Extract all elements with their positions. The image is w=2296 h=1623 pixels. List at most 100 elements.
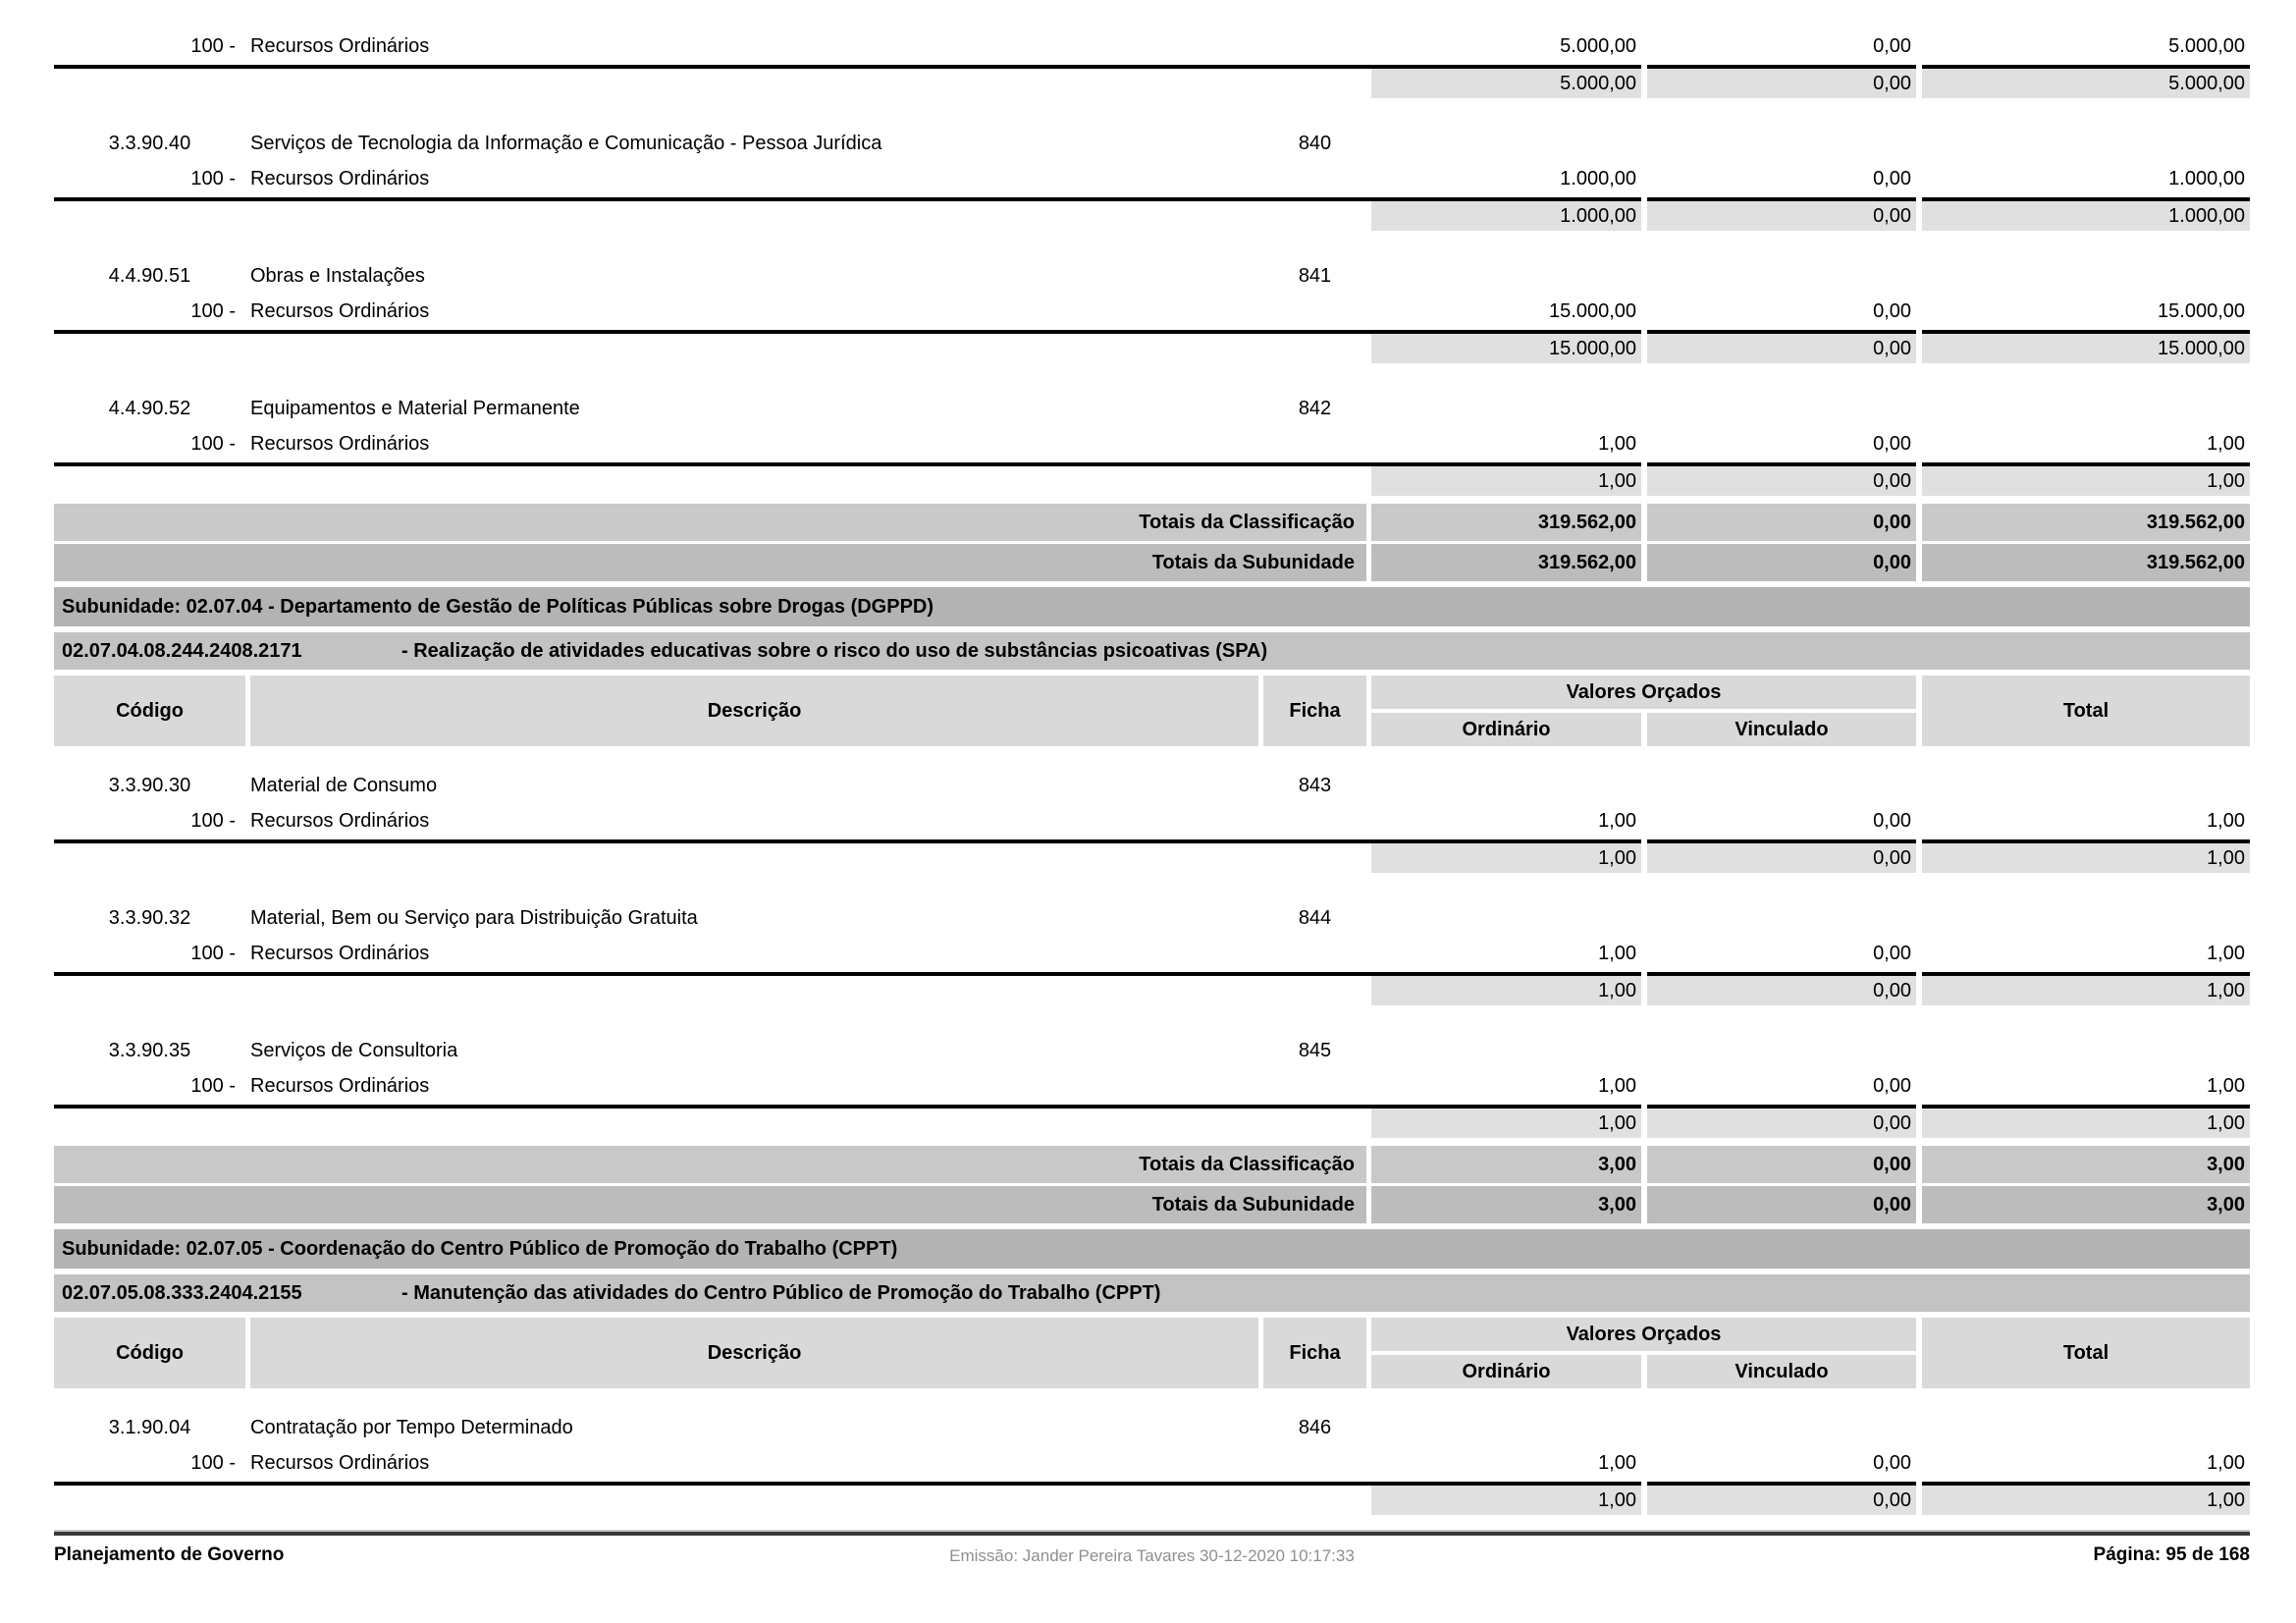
totals-label: Totais da Subunidade — [54, 1186, 1366, 1223]
resource-code: 100 - — [190, 167, 236, 189]
subtotal-ordinario: 1,00 — [1371, 972, 1641, 1005]
footer-emission-info: Emissão: Jander Pereira Tavares 30-12-20… — [949, 1546, 1355, 1565]
totals-total: 3,00 — [1922, 1146, 2250, 1183]
classification-row: 3.3.90.30 Material de Consumo 843 — [54, 748, 2250, 802]
subtotal-row: 1,00 0,00 1,00 — [54, 839, 2250, 873]
totals-ordinario: 3,00 — [1371, 1186, 1641, 1223]
subtotal-left-rule — [54, 1482, 1371, 1515]
subtotal-left-rule — [54, 972, 1371, 1005]
action-code: 02.07.04.08.244.2408.2171 — [62, 639, 302, 662]
resource-code: 100 - — [190, 299, 236, 322]
resource-row: 100 - Recursos Ordinários 1,00 0,00 1,00 — [54, 935, 2250, 972]
subtotal-ordinario: 1.000,00 — [1371, 197, 1641, 231]
value-vinculado: 0,00 — [1873, 299, 1911, 322]
action-title: - Manutenção das atividades do Centro Pú… — [401, 1281, 1161, 1304]
totals-classificacao-row: Totais da Classificação 319.562,00 0,00 319… — [54, 504, 2250, 541]
column-header-ordinario: Ordinário — [1371, 713, 1641, 746]
footer-page-number: Página: 95 de 168 — [2093, 1544, 2250, 1565]
ficha-number: 841 — [1298, 265, 1332, 287]
value-vinculado: 0,00 — [1873, 809, 1911, 832]
value-total: 15.000,00 — [2158, 299, 2245, 322]
ficha-number: 846 — [1298, 1417, 1332, 1438]
subtotal-vinculado: 0,00 — [1647, 65, 1916, 98]
resource-code: 100 - — [190, 942, 236, 964]
classification-description: Obras e Instalações — [250, 265, 425, 287]
value-total: 1,00 — [2207, 809, 2245, 832]
totals-ordinario: 3,00 — [1371, 1146, 1641, 1183]
totals-label: Totais da Subunidade — [54, 544, 1366, 581]
column-header-total: Total — [1922, 676, 2250, 746]
subtotal-ordinario: 1,00 — [1371, 839, 1641, 873]
ficha-number: 844 — [1298, 907, 1332, 929]
subtotal-left-rule — [54, 839, 1371, 873]
classification-description: Equipamentos e Material Permanente — [250, 398, 580, 419]
subtotal-ordinario: 1,00 — [1371, 1105, 1641, 1138]
value-total: 1,00 — [2207, 1074, 2245, 1097]
subunidade-header: Subunidade: 02.07.05 - Coordenação do Ce… — [54, 1229, 2250, 1269]
value-total: 1.000,00 — [2168, 167, 2245, 189]
ficha-number: 845 — [1298, 1040, 1332, 1061]
totals-label: Totais da Classificação — [54, 504, 1366, 541]
subtotal-total: 1,00 — [1922, 972, 2250, 1005]
classification-row: 3.3.90.40 Serviços de Tecnologia da Infor… — [54, 106, 2250, 160]
table-column-header: Código Descrição Ficha Valores Orçados Ordin… — [54, 676, 2250, 746]
value-ordinario: 1,00 — [1598, 1074, 1636, 1097]
resource-code: 100 - — [190, 34, 236, 57]
resource-code: 100 - — [190, 809, 236, 832]
footer-system-name: Planejamento de Governo — [54, 1544, 285, 1565]
value-vinculado: 0,00 — [1873, 1451, 1911, 1474]
subtotal-left-rule — [54, 197, 1371, 231]
ficha-number: 840 — [1298, 133, 1332, 154]
resource-row: 100 - Recursos Ordinários 5.000,00 0,00 5.00… — [54, 27, 2250, 65]
classification-code: 3.3.90.32 — [108, 907, 191, 929]
subtotal-left-rule — [54, 462, 1371, 496]
resource-description: Recursos Ordinários — [250, 34, 430, 57]
column-header-descricao: Descrição — [250, 676, 1258, 746]
subtotal-ordinario: 5.000,00 — [1371, 65, 1641, 98]
report-body: 100 - Recursos Ordinários 5.000,00 0,00 5.00… — [54, 27, 2250, 1523]
table-column-header: Código Descrição Ficha Valores Orçados Ordin… — [54, 1318, 2250, 1388]
column-header-valores-orcados: Valores Orçados — [1371, 676, 1916, 709]
resource-description: Recursos Ordinários — [250, 942, 430, 964]
action-header: 02.07.04.08.244.2408.2171 - Realização de… — [54, 632, 2250, 670]
classification-description: Serviços de Tecnologia da Informação e C… — [250, 133, 882, 154]
column-header-valores-orcados: Valores Orçados — [1371, 1318, 1916, 1351]
subtotal-row: 1,00 0,00 1,00 — [54, 1105, 2250, 1138]
value-ordinario: 1,00 — [1598, 942, 1636, 964]
subtotal-left-rule — [54, 330, 1371, 363]
subtotal-left-rule — [54, 1105, 1371, 1138]
subtotal-vinculado: 0,00 — [1647, 1105, 1916, 1138]
subtotal-row: 15.000,00 0,00 15.000,00 — [54, 330, 2250, 363]
classification-description: Contratação por Tempo Determinado — [250, 1417, 573, 1438]
totals-vinculado: 0,00 — [1647, 544, 1916, 581]
subtotal-total: 1,00 — [1922, 462, 2250, 496]
value-vinculado: 0,00 — [1873, 167, 1911, 189]
subtotal-ordinario: 1,00 — [1371, 462, 1641, 496]
action-title: - Realização de atividades educativas so… — [401, 639, 1268, 662]
totals-total: 319.562,00 — [1922, 504, 2250, 541]
classification-description: Material de Consumo — [250, 775, 438, 796]
value-vinculado: 0,00 — [1873, 1074, 1911, 1097]
column-header-ficha: Ficha — [1263, 1318, 1366, 1388]
resource-code: 100 - — [190, 1451, 236, 1474]
resource-description: Recursos Ordinários — [250, 1074, 430, 1097]
page-footer: Planejamento de Governo Emissão: Jander … — [54, 1530, 2250, 1568]
totals-ordinario: 319.562,00 — [1371, 544, 1641, 581]
subunidade-header: Subunidade: 02.07.04 - Departamento de G… — [54, 587, 2250, 626]
subtotal-row: 1,00 0,00 1,00 — [54, 1482, 2250, 1515]
value-ordinario: 15.000,00 — [1549, 299, 1636, 322]
value-ordinario: 1,00 — [1598, 809, 1636, 832]
totals-total: 319.562,00 — [1922, 544, 2250, 581]
subtotal-total: 1,00 — [1922, 1482, 2250, 1515]
classification-code: 3.3.90.30 — [108, 775, 191, 796]
resource-row: 100 - Recursos Ordinários 15.000,00 0,00 15.… — [54, 293, 2250, 330]
column-header-codigo: Código — [54, 676, 245, 746]
subtotal-vinculado: 0,00 — [1647, 839, 1916, 873]
subtotal-total: 1,00 — [1922, 839, 2250, 873]
value-ordinario: 1.000,00 — [1560, 167, 1636, 189]
classification-code: 3.3.90.35 — [108, 1040, 191, 1061]
classification-description: Material, Bem ou Serviço para Distribuiç… — [250, 907, 698, 929]
classification-code: 3.1.90.04 — [108, 1417, 191, 1438]
subtotal-vinculado: 0,00 — [1647, 330, 1916, 363]
